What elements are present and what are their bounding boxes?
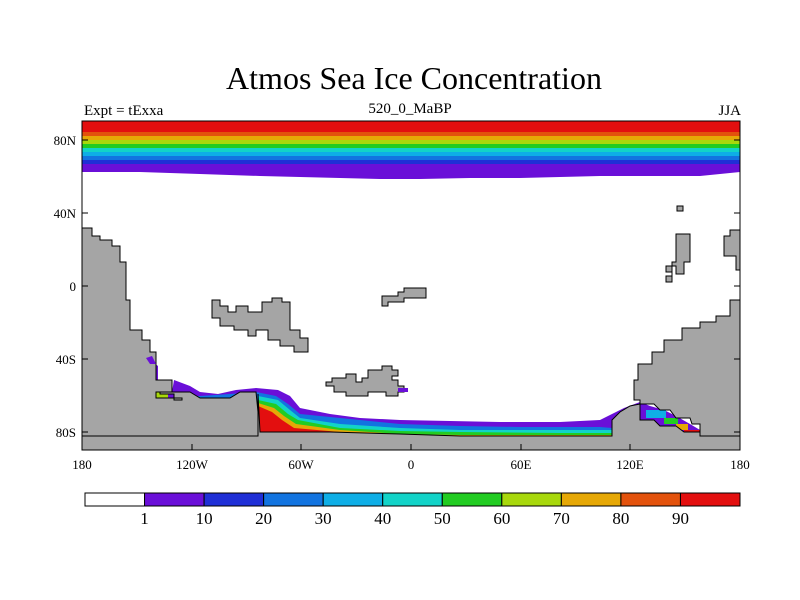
plot-title: Atmos Sea Ice Concentration xyxy=(226,60,602,96)
lon-label-180e: 180 xyxy=(730,457,750,472)
north-ice-band-70 xyxy=(82,136,740,140)
colorbar-box-2 xyxy=(203,492,265,507)
period-label: 520_0_MaBP xyxy=(368,101,452,117)
latitude-labels: 80N 40N 0 40S 80S xyxy=(54,133,77,440)
ice-west-coast xyxy=(146,356,156,364)
colorbar-box-1 xyxy=(144,492,205,507)
land-tiny-island xyxy=(676,205,684,212)
land-south-island-ice xyxy=(398,388,408,392)
colorbar-box-5 xyxy=(382,492,443,507)
north-ice-band-50 xyxy=(82,144,740,148)
lon-label-60w: 60W xyxy=(288,457,314,472)
colorbar-box-6 xyxy=(441,492,503,507)
land-south-island xyxy=(325,365,405,397)
lat-label-80n: 80N xyxy=(54,133,77,148)
north-ice-band-60 xyxy=(82,140,740,144)
colorbar-label-50: 50 xyxy=(434,509,451,528)
colorbar-box-8 xyxy=(560,492,622,507)
colorbar-label-1: 1 xyxy=(140,509,149,528)
land-south-continent xyxy=(82,393,740,450)
land-central-landmass xyxy=(211,297,309,353)
colorbar-label-70: 70 xyxy=(553,509,570,528)
south-ice-cyan xyxy=(258,396,612,438)
colorbar-label-20: 20 xyxy=(255,509,272,528)
colorbar-label-60: 60 xyxy=(493,509,510,528)
colorbar-box-3 xyxy=(263,492,324,507)
australia-ice-cyan xyxy=(646,410,666,418)
north-ice-band-1 xyxy=(82,164,740,179)
land-masses xyxy=(82,205,740,450)
colorbar-label-90: 90 xyxy=(672,509,689,528)
colorbar-box-0 xyxy=(84,492,146,507)
lon-label-120e: 120E xyxy=(616,457,644,472)
lon-label-180w: 180 xyxy=(72,457,92,472)
colorbar-label-10: 10 xyxy=(196,509,213,528)
axis-ticks xyxy=(81,139,741,450)
lon-label-60e: 60E xyxy=(511,457,532,472)
colorbar-box-10 xyxy=(679,492,741,507)
north-ice-band-80 xyxy=(82,132,740,136)
colorbar-label-40: 40 xyxy=(374,509,391,528)
land-east-continent xyxy=(633,229,740,437)
colorbar-box-9 xyxy=(620,492,681,507)
lat-label-40s: 40S xyxy=(56,352,76,367)
experiment-label: Expt = tExxa xyxy=(84,103,164,119)
colorbar-label-30: 30 xyxy=(315,509,332,528)
australia-ice-orange xyxy=(676,424,688,430)
colorbar-box-7 xyxy=(501,492,562,507)
longitude-labels: 180 120W 60W 0 60E 120E 180 xyxy=(72,457,750,472)
australia-ice-green xyxy=(664,418,678,424)
north-ice-band-30 xyxy=(82,152,740,156)
colorbar-box-4 xyxy=(322,492,384,507)
lat-label-40n: 40N xyxy=(54,206,77,221)
north-ice-band-90 xyxy=(82,121,740,132)
land-east-island xyxy=(665,233,691,283)
lon-label-0: 0 xyxy=(408,457,415,472)
map-area xyxy=(82,121,740,450)
colorbar-label-80: 80 xyxy=(612,509,629,528)
land-west-continent xyxy=(82,227,259,437)
lon-label-120w: 120W xyxy=(176,457,209,472)
north-ice-band-20 xyxy=(82,156,740,160)
land-small-north xyxy=(381,287,427,307)
season-label: JJA xyxy=(718,103,741,119)
north-ice-band-10 xyxy=(82,160,740,164)
lat-label-80s: 80S xyxy=(56,425,76,440)
colorbar: 1 10 20 30 40 50 60 70 80 90 xyxy=(84,492,741,528)
lat-label-0: 0 xyxy=(70,279,77,294)
south-ice-green xyxy=(258,400,612,438)
patagonia-ice-yellow xyxy=(156,392,168,398)
north-ice-band-40 xyxy=(82,148,740,152)
